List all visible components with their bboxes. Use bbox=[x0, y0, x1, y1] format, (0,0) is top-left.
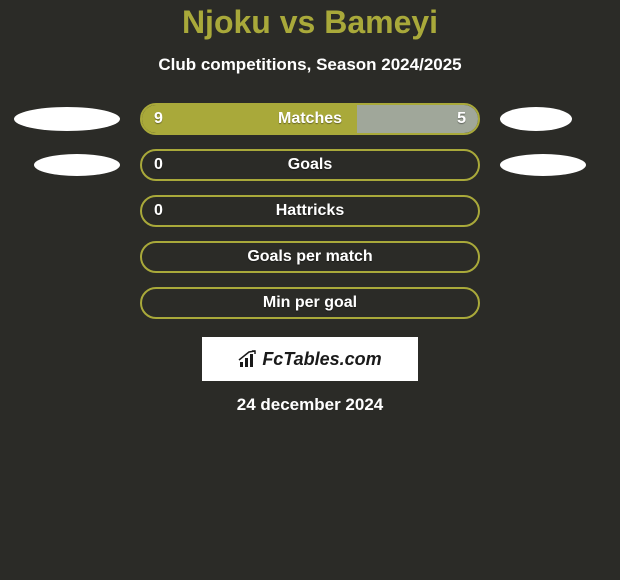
stat-left-value: 0 bbox=[154, 156, 163, 174]
stat-row: 0 Hattricks bbox=[0, 195, 620, 227]
stat-row: Min per goal bbox=[0, 287, 620, 319]
stat-row: 0 Goals bbox=[0, 149, 620, 181]
stat-label: Hattricks bbox=[276, 202, 344, 220]
stat-label: Matches bbox=[278, 110, 342, 128]
right-slot bbox=[500, 154, 606, 176]
stat-left-value: 0 bbox=[154, 202, 163, 220]
logo-text: FcTables.com bbox=[262, 349, 381, 370]
stats-card: Njoku vs Bameyi Club competitions, Seaso… bbox=[0, 0, 620, 580]
stat-label: Goals per match bbox=[247, 248, 372, 266]
stat-right-value: 5 bbox=[457, 110, 466, 128]
stat-bar: Min per goal bbox=[140, 287, 480, 319]
left-slot bbox=[14, 154, 120, 176]
stat-label: Goals bbox=[288, 156, 332, 174]
left-ellipse bbox=[14, 107, 120, 131]
left-slot bbox=[14, 107, 120, 131]
stat-bar: Goals per match bbox=[140, 241, 480, 273]
stat-label: Min per goal bbox=[263, 294, 357, 312]
stat-bar: 0 Hattricks bbox=[140, 195, 480, 227]
stat-bar: 0 Goals bbox=[140, 149, 480, 181]
page-title: Njoku vs Bameyi bbox=[0, 4, 620, 41]
stat-row: 9 Matches 5 bbox=[0, 103, 620, 135]
stat-row: Goals per match bbox=[0, 241, 620, 273]
stat-bar: 9 Matches 5 bbox=[140, 103, 480, 135]
left-ellipse bbox=[34, 154, 120, 176]
right-ellipse bbox=[500, 154, 586, 176]
subtitle: Club competitions, Season 2024/2025 bbox=[0, 55, 620, 75]
right-slot bbox=[500, 107, 606, 131]
chart-icon bbox=[238, 350, 258, 368]
stat-left-value: 9 bbox=[154, 110, 163, 128]
right-ellipse bbox=[500, 107, 572, 131]
logo-box: FcTables.com bbox=[202, 337, 418, 381]
date-text: 24 december 2024 bbox=[0, 395, 620, 415]
stat-rows: 9 Matches 5 0 Goals 0 Hattricks Goals per match… bbox=[0, 103, 620, 319]
logo: FcTables.com bbox=[238, 349, 381, 370]
